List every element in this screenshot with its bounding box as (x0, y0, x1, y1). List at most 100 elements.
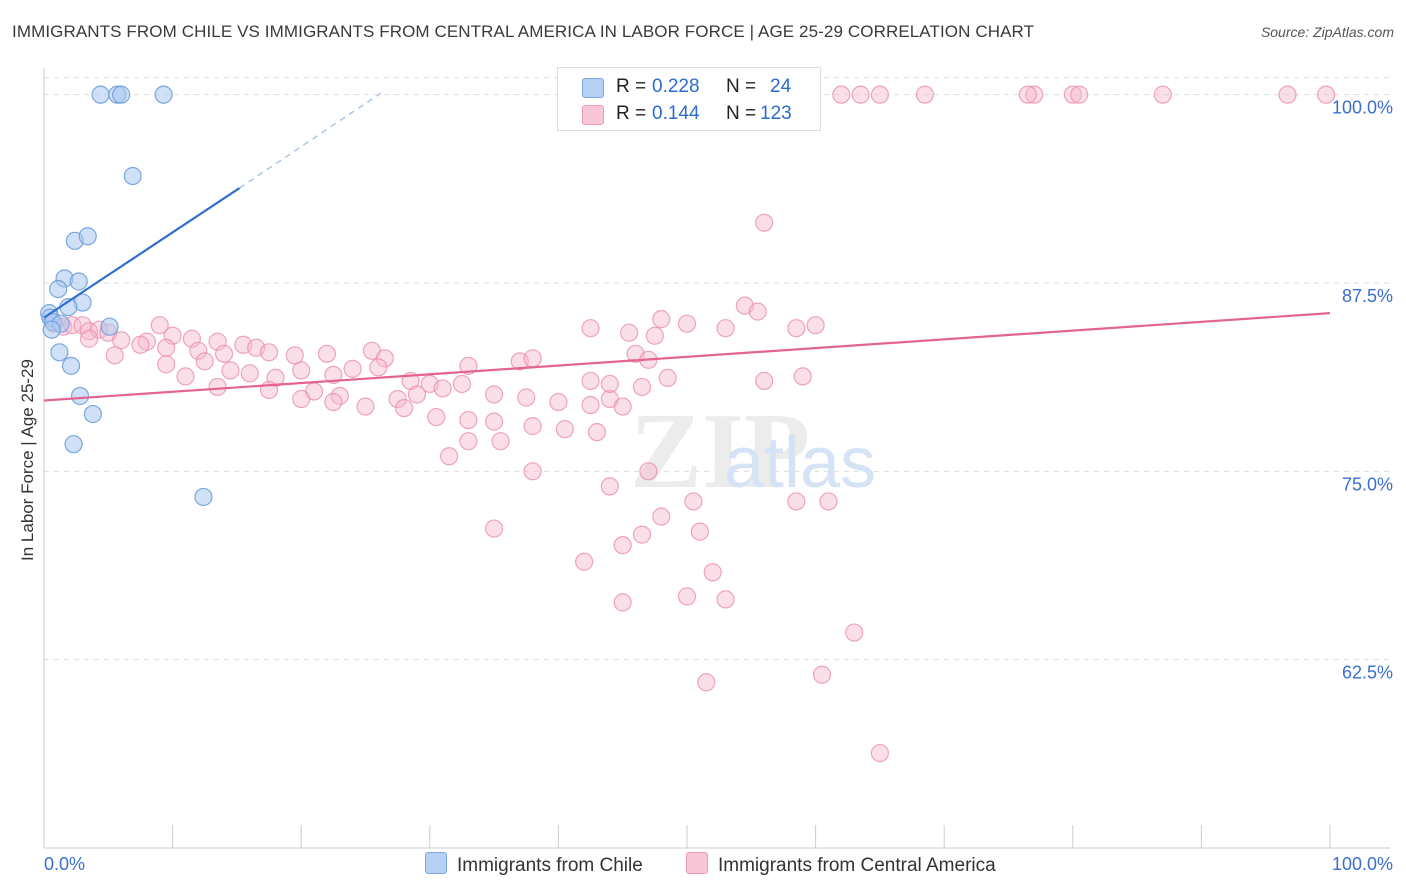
central-america-point (195, 352, 214, 371)
ca-r-label: R = (616, 103, 647, 124)
central-america-point (658, 368, 677, 388)
central-america-point (208, 377, 227, 397)
central-america-point (613, 593, 632, 612)
central-america-point (787, 492, 806, 511)
central-america-point (812, 665, 832, 684)
central-america-point (581, 395, 600, 415)
central-america-point (459, 410, 478, 430)
central-america-point (259, 343, 279, 362)
central-america-point (369, 358, 388, 377)
chile-points (40, 85, 213, 507)
central-america-point (575, 552, 594, 571)
central-america-point (112, 331, 131, 350)
central-america-point (549, 392, 568, 412)
chile-point (112, 85, 131, 104)
chile-point (83, 404, 102, 424)
central-america-point (806, 316, 825, 335)
central-america-point (677, 587, 697, 606)
central-america-point (292, 389, 311, 409)
central-america-point (491, 432, 510, 451)
central-america-point (652, 310, 671, 329)
y-tick-label: 100.0% (1332, 98, 1393, 118)
bottom-legend-chile: Immigrants from Chile (425, 852, 643, 877)
source-label: Source: ZipAtlas.com (1260, 24, 1394, 40)
central-america-point (439, 447, 459, 466)
central-america-point (600, 477, 619, 496)
central-america-point (1070, 85, 1089, 104)
bottom-ca-label: Immigrants from Central America (718, 855, 996, 876)
chile-point (194, 487, 213, 507)
chart-title: IMMIGRANTS FROM CHILE VS IMMIGRANTS FROM… (12, 22, 1035, 41)
central-america-point (600, 374, 619, 394)
central-america-point (485, 385, 504, 404)
chile-trend-line (43, 187, 241, 319)
central-america-point (697, 673, 716, 692)
y-tick-label: 87.5% (1342, 286, 1393, 306)
central-america-point (677, 314, 697, 333)
trend-lines (43, 92, 1331, 402)
central-america-point (427, 407, 446, 427)
central-america-point (79, 329, 99, 348)
central-america-point (716, 590, 735, 609)
chile-point (154, 85, 173, 104)
central-america-point (613, 397, 632, 416)
y-axis-label: In Labor Force | Age 25-29 (18, 359, 37, 561)
y-tick-label: 62.5% (1342, 663, 1393, 683)
central-america-point (915, 85, 935, 104)
central-america-point (555, 420, 574, 439)
central-america-point (1278, 85, 1297, 104)
central-america-point (523, 462, 542, 481)
central-america-point (324, 365, 343, 384)
axes (43, 68, 1390, 849)
watermark-zip: ZIP (630, 392, 810, 511)
central-america-point (324, 392, 343, 412)
central-america-point (787, 319, 806, 338)
central-america-point (343, 359, 362, 378)
chile-r-label: R = (616, 76, 647, 97)
central-america-point (459, 432, 478, 451)
central-america-point (157, 338, 176, 357)
watermark-atlas: atlas (724, 423, 876, 503)
central-america-trend-line (43, 312, 1331, 402)
central-america-point (240, 364, 259, 383)
chile-swatch (582, 78, 604, 98)
central-america-point (388, 389, 407, 409)
central-america-point (1153, 85, 1172, 104)
central-america-point (870, 85, 890, 104)
chile-n-value: 24 (770, 76, 792, 97)
bottom-chile-swatch (425, 852, 447, 874)
central-america-point (452, 374, 472, 394)
central-america-point (485, 412, 504, 431)
central-america-point (1018, 85, 1037, 104)
x-tick-label-left: 0.0% (44, 854, 85, 874)
bottom-ca-swatch (686, 852, 708, 874)
central-america-point (189, 341, 208, 360)
chile-point (64, 435, 83, 454)
chile-point (78, 227, 97, 246)
central-america-point (285, 346, 304, 365)
central-america-point (176, 367, 195, 386)
tick-labels: 62.5% 75.0% 87.5% 100.0% 0.0% 100.0% (44, 98, 1393, 874)
central-america-point (523, 349, 542, 368)
chile-point (42, 320, 61, 339)
chile-n-label: N = (726, 76, 757, 97)
chile-point (69, 272, 88, 291)
chile-trend-extension (239, 92, 382, 189)
central-america-point (581, 371, 600, 391)
chile-point (123, 166, 142, 186)
central-america-point (819, 492, 838, 511)
central-america-point (131, 335, 150, 354)
central-america-point (684, 492, 703, 511)
central-america-point (356, 397, 375, 416)
central-america-point (748, 302, 767, 321)
central-america-point (523, 417, 542, 436)
central-america-point (632, 525, 652, 544)
chile-point (50, 343, 69, 362)
chile-point (91, 85, 110, 104)
central-america-point (517, 388, 536, 407)
ca-n-label: N = (726, 103, 757, 124)
central-america-point (851, 85, 870, 104)
central-america-point (581, 319, 600, 338)
correlation-legend: R = 0.228 N = 24 R = 0.144 N = 123 (557, 67, 821, 131)
central-america-point (703, 563, 722, 582)
